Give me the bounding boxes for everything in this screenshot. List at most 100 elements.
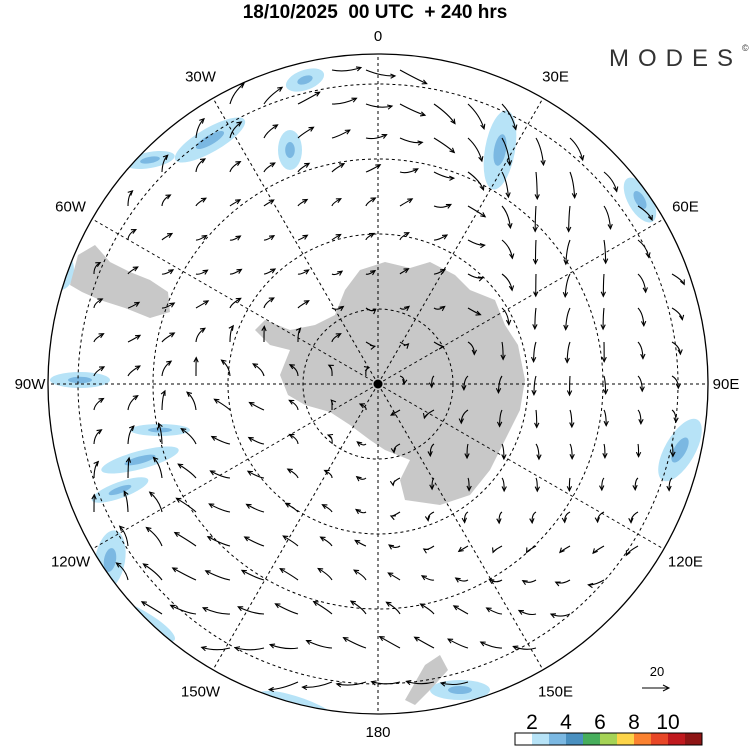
wind-vector-head (407, 198, 414, 204)
longitude-label: 150W (181, 683, 221, 700)
wind-vector-head (240, 569, 247, 575)
wind-vector (569, 443, 573, 459)
meridian-line (377, 97, 544, 385)
south-pole-marker (373, 379, 383, 389)
wind-vector-head (402, 378, 408, 386)
wind-vector (535, 409, 538, 428)
wind-vector-head (458, 418, 464, 425)
wind-vector (501, 443, 505, 460)
wind-vector (229, 161, 241, 173)
wind-vector-head (98, 333, 105, 339)
wind-vector-head (237, 606, 244, 612)
wind-vector (501, 103, 517, 130)
wind-vector-head (236, 121, 243, 127)
wind-shade-core (493, 134, 507, 166)
wind-vector-head (370, 680, 377, 686)
wind-vector-head (427, 451, 433, 458)
colorbar-swatch (532, 733, 549, 745)
modes-logo: MODES© (609, 43, 749, 73)
wind-vector-head (675, 383, 682, 390)
wind-vector-head (563, 324, 569, 331)
wind-vector-head (246, 470, 253, 476)
wind-vector (433, 137, 455, 153)
wind-vector-head (530, 356, 537, 363)
wind-vector-head (534, 194, 540, 201)
wind-vector-head (279, 568, 286, 574)
wind-vector-head (202, 269, 209, 275)
longitude-labels: 0 30E 60E 90E 120E 150E 180 150W 120W 90W 60W 30W (15, 28, 740, 741)
wind-vector-head (335, 682, 342, 688)
wind-vector-head (353, 569, 360, 575)
wind-vector (269, 644, 299, 650)
wind-vector (499, 409, 503, 427)
wind-vector (237, 606, 265, 615)
wind-vector-head (526, 547, 532, 554)
wind-vector (289, 433, 299, 445)
wind-vector-head (199, 117, 205, 124)
wind-vector (603, 375, 607, 394)
wind-vector-head (600, 291, 607, 298)
wind-vector-head (338, 162, 346, 169)
wind-vector-head (666, 485, 672, 492)
wind-vector (634, 477, 639, 490)
wind-vector (241, 569, 265, 581)
wind-vector (93, 333, 104, 343)
wind-vector (302, 681, 333, 688)
wind-vector-head (95, 261, 102, 267)
wind-vector-head (162, 154, 169, 161)
wind-vector-head (587, 582, 594, 589)
wind-vector-head (505, 192, 511, 199)
wind-vector-head (632, 484, 638, 492)
wind-vector (195, 269, 208, 275)
wind-vector (282, 535, 299, 547)
wind-vector (637, 239, 650, 258)
wind-vector (429, 443, 435, 456)
wind-vector (602, 307, 605, 330)
wind-vector-head (678, 314, 685, 321)
wind-vector-head (148, 491, 155, 497)
wind-vector (565, 307, 571, 330)
wind-vector (501, 239, 513, 259)
wind-vector-head (429, 484, 435, 491)
wind-vector (550, 613, 571, 617)
wind-vector-head (449, 175, 456, 181)
wind-vector (285, 502, 299, 513)
wind-vector-head (370, 308, 377, 315)
wind-vector-head (303, 300, 310, 306)
wind-vector-head (145, 526, 152, 533)
wind-vector-head (173, 531, 180, 537)
wind-vector (263, 297, 275, 309)
wind-vector (420, 603, 435, 615)
wind-vector (467, 137, 483, 162)
wind-vector-head (200, 197, 207, 203)
wind-vector (568, 205, 571, 232)
wind-vector-head (640, 320, 647, 327)
wind-vector (365, 270, 376, 275)
wind-vector-head (270, 268, 277, 274)
wind-vector-head (169, 604, 176, 610)
wind-vector-head (268, 199, 275, 205)
wind-vector (603, 239, 607, 264)
wind-vector-head (405, 680, 412, 686)
wind-vector-head (375, 164, 382, 170)
wind-vector (195, 300, 209, 309)
wind-vector (249, 401, 265, 411)
wind-vector (336, 681, 367, 686)
wind-vector-head (422, 412, 429, 420)
wind-vector-head (387, 104, 394, 110)
wind-vector-head (642, 287, 648, 294)
wind-vector-head (295, 327, 302, 334)
wind-vector-head (274, 603, 281, 609)
wind-vector-head (323, 469, 330, 475)
wind-vector-head (269, 162, 276, 168)
wind-vector-head (505, 319, 512, 326)
wind-vector (406, 680, 435, 685)
wind-vector-head (579, 155, 585, 162)
wind-vector-head (165, 194, 172, 200)
wind-vector-head (447, 638, 454, 644)
wind-vector-head (479, 184, 485, 192)
wind-vector (174, 532, 197, 547)
wind-vector (297, 162, 310, 173)
wind-vector (143, 563, 163, 581)
wind-vector-head (479, 641, 486, 647)
